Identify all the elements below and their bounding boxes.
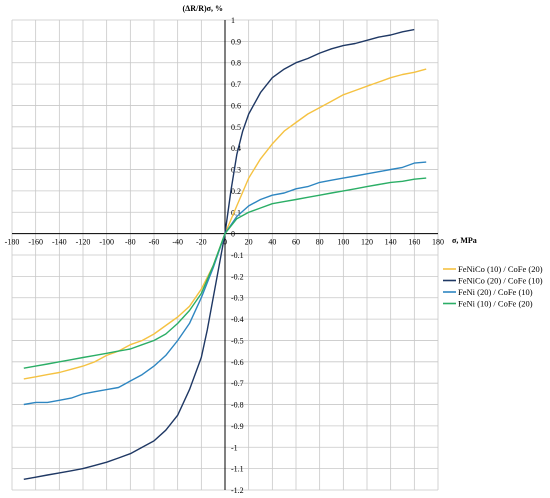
y-tick-label: -0.1 xyxy=(231,251,244,260)
x-tick-label: 60 xyxy=(292,238,300,247)
legend-label-3: FeNi (20) / CoFe (10) xyxy=(458,287,533,297)
x-tick-label: 160 xyxy=(408,238,420,247)
y-tick-label: 0.7 xyxy=(231,80,241,89)
x-tick-label: 180 xyxy=(432,238,444,247)
y-tick-label: -0.6 xyxy=(231,358,244,367)
x-tick-label: 80 xyxy=(316,238,324,247)
y-tick-label: 0.1 xyxy=(231,208,241,217)
x-tick-label: 40 xyxy=(268,238,276,247)
y-tick-label: -0.8 xyxy=(231,401,244,410)
x-tick-label: -20 xyxy=(196,238,207,247)
y-tick-labels: 1 0.9 0.8 0.7 0.6 0.5 0.4 0.3 0.2 0.1 0 -0.1 -0.2 -0.… xyxy=(231,16,244,495)
x-tick-label: 140 xyxy=(385,238,397,247)
y-tick-label: -1.2 xyxy=(231,486,244,495)
y-tick-label: -1.1 xyxy=(231,465,244,474)
y-tick-label: 0.5 xyxy=(231,123,241,132)
x-tick-label: 0 xyxy=(223,238,227,247)
y-tick-label: 0.4 xyxy=(231,144,241,153)
x-tick-label: -100 xyxy=(99,238,114,247)
x-tick-label: -80 xyxy=(125,238,136,247)
y-tick-label: -0.9 xyxy=(231,422,244,431)
x-tick-label: -120 xyxy=(76,238,91,247)
legend: FeNiCo (10) / CoFe (20) FeNiCo (20) / CoF… xyxy=(443,264,543,309)
x-tick-label: -140 xyxy=(52,238,67,247)
series-line-4 xyxy=(23,177,427,369)
y-tick-label: -1 xyxy=(231,443,238,452)
y-tick-label: -0.3 xyxy=(231,294,244,303)
series-line-2 xyxy=(23,28,415,480)
y-tick-label: -0.5 xyxy=(231,336,244,345)
y-tick-label: 0.6 xyxy=(231,101,241,110)
y-tick-label: -0.4 xyxy=(231,315,244,324)
x-tick-label: 20 xyxy=(245,238,253,247)
y-tick-label: 0.9 xyxy=(231,37,241,46)
y-tick-label: 0.3 xyxy=(231,166,241,175)
x-tick-labels: -180 -160 -140 -120 -100 -80 -60 -40 -20 0 20 40 60 8… xyxy=(5,238,444,247)
x-tick-label: -160 xyxy=(28,238,43,247)
legend-label-4: FeNi (10) / CoFe (20) xyxy=(458,299,533,309)
series-lines xyxy=(23,28,427,480)
x-tick-label: -180 xyxy=(5,238,20,247)
x-tick-label: -40 xyxy=(172,238,183,247)
y-tick-label: 0.8 xyxy=(231,59,241,68)
x-axis-title: σ, MPa xyxy=(452,236,477,245)
x-tick-label: 100 xyxy=(337,238,349,247)
x-tick-label: 120 xyxy=(361,238,373,247)
y-tick-label: 0 xyxy=(231,230,235,239)
y-tick-label: 1 xyxy=(231,16,235,25)
legend-label-1: FeNiCo (10) / CoFe (20) xyxy=(458,264,543,274)
y-axis-title: (ΔR/R)σ, % xyxy=(183,4,223,13)
legend-label-2: FeNiCo (20) / CoFe (10) xyxy=(458,276,543,286)
x-tick-label: -60 xyxy=(149,238,160,247)
y-tick-label: 0.2 xyxy=(231,187,241,196)
y-tick-label: -0.2 xyxy=(231,272,244,281)
y-tick-label: -0.7 xyxy=(231,379,244,388)
